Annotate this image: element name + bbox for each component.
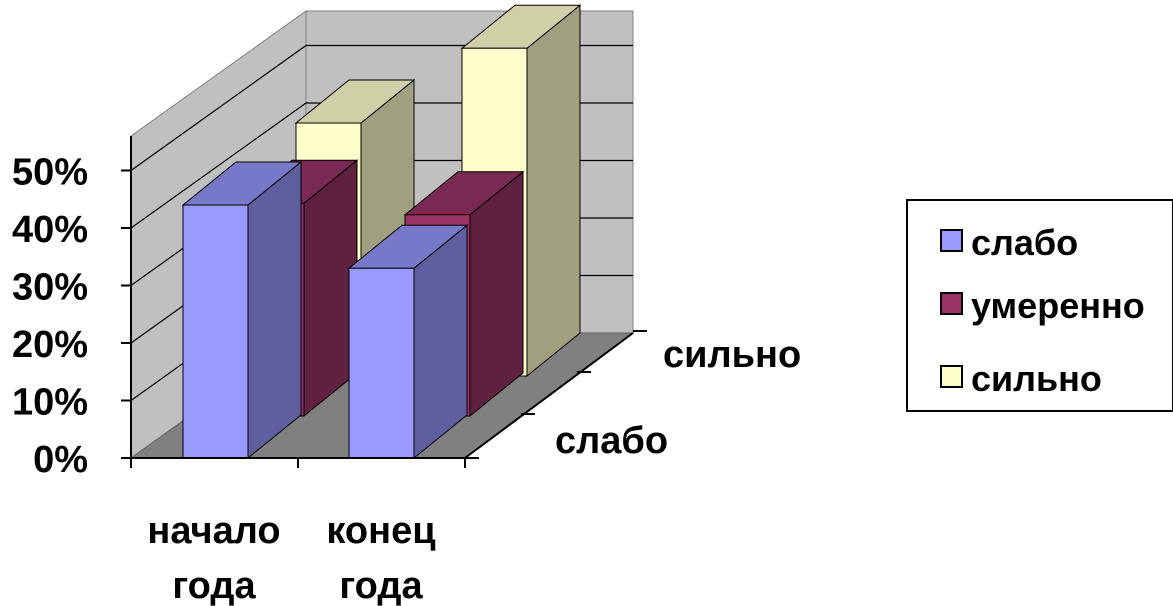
legend-label: умеренно xyxy=(971,285,1145,326)
bar-side xyxy=(247,160,302,460)
x-axis-category-labels: начало года конец года xyxy=(147,510,436,606)
legend-swatch xyxy=(940,292,963,315)
depth-axis-line xyxy=(464,332,634,459)
bar-1-2 xyxy=(347,224,469,460)
y-tick-label: 0% xyxy=(33,439,88,481)
depth-axis-label: слабо xyxy=(555,420,668,462)
x-category-label: года xyxy=(172,565,256,606)
y-tick-label: 20% xyxy=(12,324,88,366)
y-tick-label: 10% xyxy=(12,382,88,424)
x-category-label: года xyxy=(339,565,423,606)
legend-swatch xyxy=(940,229,963,252)
bar-side xyxy=(526,4,581,378)
x-category-label: конец xyxy=(326,510,436,552)
y-axis-tick-labels: 0% 10% 20% 30% 40% 50% xyxy=(12,152,88,482)
axes xyxy=(121,136,647,468)
bar-front xyxy=(348,267,415,459)
bar-1-1 xyxy=(181,160,303,460)
x-category-label: начало xyxy=(147,510,280,552)
legend-label: сильно xyxy=(971,358,1102,399)
y-tick-label: 30% xyxy=(12,267,88,309)
depth-axis-labels: слабо сильно xyxy=(555,334,801,462)
legend-label: слабо xyxy=(971,222,1078,263)
bars xyxy=(181,4,582,460)
legend-swatch xyxy=(940,365,963,388)
y-tick-label: 50% xyxy=(12,152,88,194)
depth-axis-label: сильно xyxy=(663,334,801,376)
bar-front xyxy=(182,204,249,459)
y-tick-label: 40% xyxy=(12,209,88,251)
legend: слабо умеренно сильно xyxy=(906,199,1173,412)
